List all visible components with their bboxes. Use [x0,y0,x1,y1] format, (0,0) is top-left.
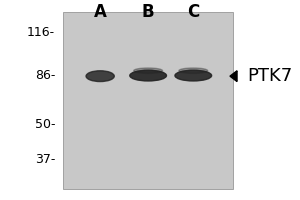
Ellipse shape [175,70,211,81]
Text: 50-: 50- [34,118,55,131]
Ellipse shape [86,71,114,82]
Ellipse shape [134,68,163,73]
FancyBboxPatch shape [64,12,233,189]
Text: C: C [187,3,200,21]
Ellipse shape [130,70,167,81]
Text: 37-: 37- [34,153,55,166]
Text: 86-: 86- [34,69,55,82]
Ellipse shape [179,68,208,73]
Text: A: A [94,3,106,21]
Text: 116-: 116- [27,26,55,39]
Text: B: B [142,3,155,21]
FancyArrow shape [230,71,237,82]
Text: PTK7: PTK7 [247,67,292,85]
